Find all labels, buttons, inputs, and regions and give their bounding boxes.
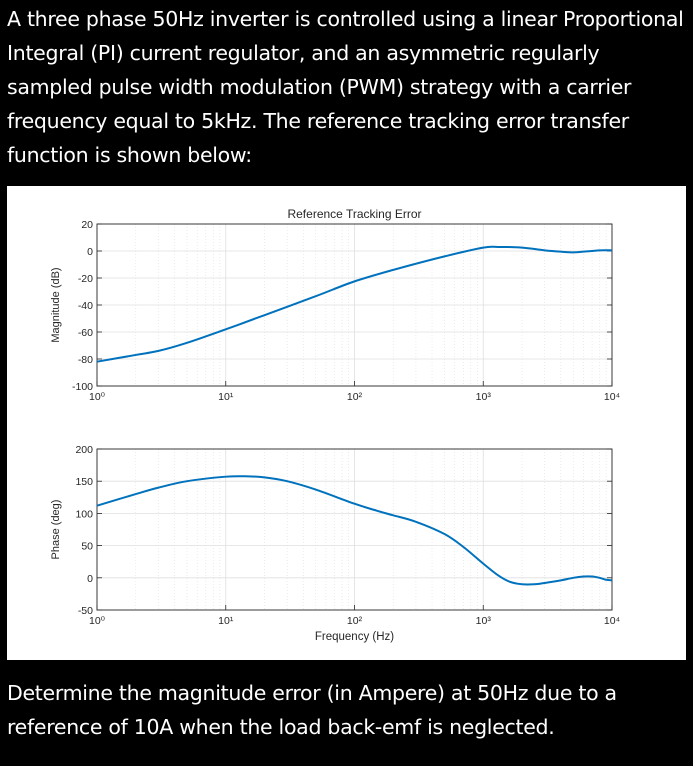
x-tick-label: 10² (347, 391, 363, 403)
y-tick-label: 200 (75, 444, 93, 456)
y-axis-label: Phase (deg) (50, 500, 62, 560)
magnitude-plot: 10⁰ 10¹ 10² 10³ 10⁴ 20 0 -20 -40 -60 -80 -100 Refere… (50, 207, 620, 403)
y-tick-label: -50 (78, 605, 93, 617)
series-line (96, 475, 613, 586)
y-tick-label: -20 (78, 273, 93, 285)
series-line (96, 245, 613, 363)
y-tick-label: -80 (78, 354, 93, 366)
y-tick-label: -40 (78, 300, 93, 312)
bode-plot-svg: 10⁰ 10¹ 10² 10³ 10⁴200-20-40-60-80-100Refere… (50, 207, 620, 643)
axes-box (96, 223, 613, 387)
x-tick-label: 10⁰ (89, 391, 106, 403)
x-tick-label: 10⁴ (604, 391, 620, 403)
x-tick-label: 10⁰ (89, 615, 106, 627)
y-axis-label: Magnitude (dB) (50, 267, 62, 342)
y-tick-label: 0 (87, 246, 93, 258)
question-prompt: Determine the magnitude error (in Ampere… (7, 681, 617, 739)
phase-plot: 10⁰ 10¹ 10² 10³ 10⁴ 200 150 100 50 0 -50 Phase (deg… (50, 444, 620, 643)
x-axis-label: Frequency (Hz) (315, 631, 394, 643)
y-tick-label: 50 (81, 541, 93, 553)
x-tick-label: 10⁴ (604, 615, 620, 627)
x-tick-label: 10¹ (218, 391, 234, 403)
question-intro: A three phase 50Hz inverter is controlle… (7, 7, 684, 167)
x-tick-label: 10³ (476, 391, 492, 403)
x-tick-label: 10³ (476, 615, 492, 627)
y-tick-label: 150 (75, 476, 93, 488)
y-tick-label: 100 (75, 508, 93, 520)
bode-plot-figure: 10⁰ 10¹ 10² 10³ 10⁴ 20 0 -20 -40 -60 -80 -100 Refere… (7, 186, 686, 660)
axes-box (96, 448, 613, 611)
x-tick-label: 10¹ (218, 615, 234, 627)
y-tick-label: 20 (81, 219, 93, 231)
y-tick-label: 0 (87, 573, 93, 585)
chart-title: Reference Tracking Error (287, 207, 421, 221)
y-tick-label: -100 (72, 381, 93, 393)
y-tick-label: -60 (78, 327, 93, 339)
x-tick-label: 10² (347, 615, 363, 627)
